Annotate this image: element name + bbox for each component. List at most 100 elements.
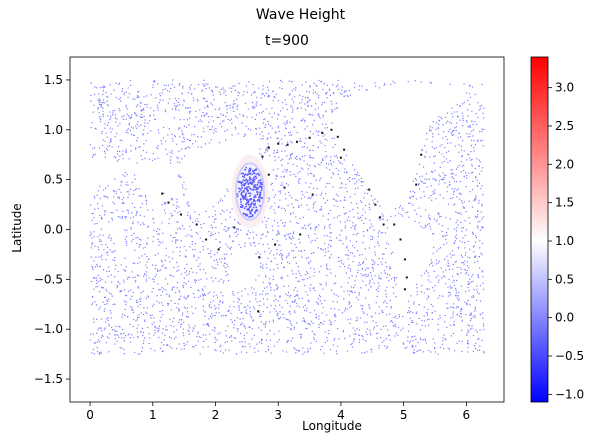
ocean-point — [445, 217, 447, 219]
ocean-point — [367, 289, 370, 291]
ocean-point — [104, 156, 106, 158]
ocean-point — [449, 285, 451, 287]
ocean-point — [451, 172, 453, 174]
ocean-point — [213, 326, 216, 328]
ocean-point — [433, 155, 435, 158]
ocean-point — [479, 267, 481, 269]
ocean-point — [332, 198, 334, 200]
ocean-point — [120, 100, 122, 102]
ocean-point — [214, 214, 217, 216]
ocean-point — [357, 272, 359, 274]
ocean-point — [308, 263, 310, 265]
coastline-point — [283, 186, 286, 189]
ocean-point — [213, 291, 215, 293]
ocean-point — [236, 108, 238, 110]
ocean-point — [100, 216, 103, 218]
ocean-point — [111, 251, 113, 253]
ocean-point — [453, 284, 455, 286]
ocean-point — [162, 264, 164, 266]
ocean-point — [457, 188, 459, 190]
ocean-point — [267, 231, 269, 233]
ocean-point — [171, 347, 173, 349]
ocean-point — [463, 169, 465, 171]
ocean-point — [272, 275, 274, 277]
ocean-point — [337, 345, 339, 347]
ocean-point — [135, 125, 137, 127]
ocean-point — [175, 239, 177, 241]
ocean-point — [187, 214, 189, 216]
ocean-point — [423, 292, 425, 294]
ocean-point — [452, 173, 454, 175]
ocean-point — [117, 150, 119, 152]
ocean-point — [309, 223, 311, 225]
ocean-point — [146, 280, 148, 282]
ocean-point — [446, 303, 448, 305]
ocean-point — [225, 335, 227, 337]
ocean-point — [200, 146, 202, 148]
ocean-point — [439, 295, 441, 297]
ocean-point — [176, 198, 178, 200]
ocean-point — [267, 145, 270, 147]
ocean-point — [103, 195, 105, 197]
ring-inner-point — [243, 185, 246, 187]
ocean-point — [225, 349, 227, 351]
ocean-point — [219, 301, 221, 303]
ocean-point — [262, 290, 264, 292]
ring-inner-point — [257, 199, 259, 201]
ocean-point — [114, 117, 117, 119]
ocean-point — [273, 196, 275, 198]
ocean-point — [215, 238, 217, 240]
ocean-point — [196, 98, 198, 101]
ocean-point — [358, 218, 360, 220]
ocean-point — [394, 323, 396, 325]
ocean-point — [101, 86, 103, 88]
ring-inner-point — [244, 173, 247, 176]
ocean-point — [103, 99, 105, 101]
ocean-point — [109, 141, 111, 144]
ocean-point — [326, 91, 328, 94]
ocean-point — [277, 222, 279, 224]
ring-inner-point — [238, 187, 240, 190]
ocean-point — [346, 95, 348, 97]
ocean-point — [479, 161, 481, 163]
ocean-point — [119, 291, 121, 293]
ocean-point — [123, 353, 125, 355]
ocean-point — [190, 235, 192, 237]
ocean-point — [480, 104, 483, 107]
ocean-point — [475, 197, 477, 199]
ocean-point — [260, 237, 262, 239]
ocean-point — [259, 293, 261, 296]
ocean-point — [345, 154, 347, 156]
ocean-point — [436, 219, 438, 221]
ring-inner-point — [252, 172, 255, 174]
ocean-point — [258, 112, 260, 114]
ocean-point — [475, 255, 477, 257]
ocean-point — [215, 86, 217, 88]
ocean-point — [275, 93, 277, 95]
ocean-point — [213, 295, 215, 297]
ocean-point — [184, 148, 187, 150]
ocean-point — [369, 281, 371, 283]
ocean-point — [482, 288, 485, 290]
ocean-point — [400, 329, 402, 331]
ocean-point — [193, 134, 195, 136]
ocean-point — [295, 287, 297, 289]
ocean-point — [123, 289, 126, 291]
ocean-point — [124, 171, 126, 174]
ocean-point — [273, 150, 275, 152]
ocean-point — [235, 128, 237, 130]
ocean-point — [449, 253, 451, 255]
ocean-point — [104, 86, 106, 88]
ocean-point — [271, 225, 273, 227]
ocean-point — [333, 293, 335, 295]
ocean-point — [357, 217, 359, 219]
ocean-point — [271, 205, 273, 208]
ocean-point — [164, 203, 166, 205]
ocean-point — [426, 288, 428, 290]
ocean-point — [277, 113, 279, 115]
ocean-point — [115, 190, 117, 192]
ring-inner-point — [245, 192, 247, 195]
ocean-point — [477, 116, 479, 118]
ring-inner-point — [260, 189, 263, 191]
ocean-point — [362, 231, 365, 233]
